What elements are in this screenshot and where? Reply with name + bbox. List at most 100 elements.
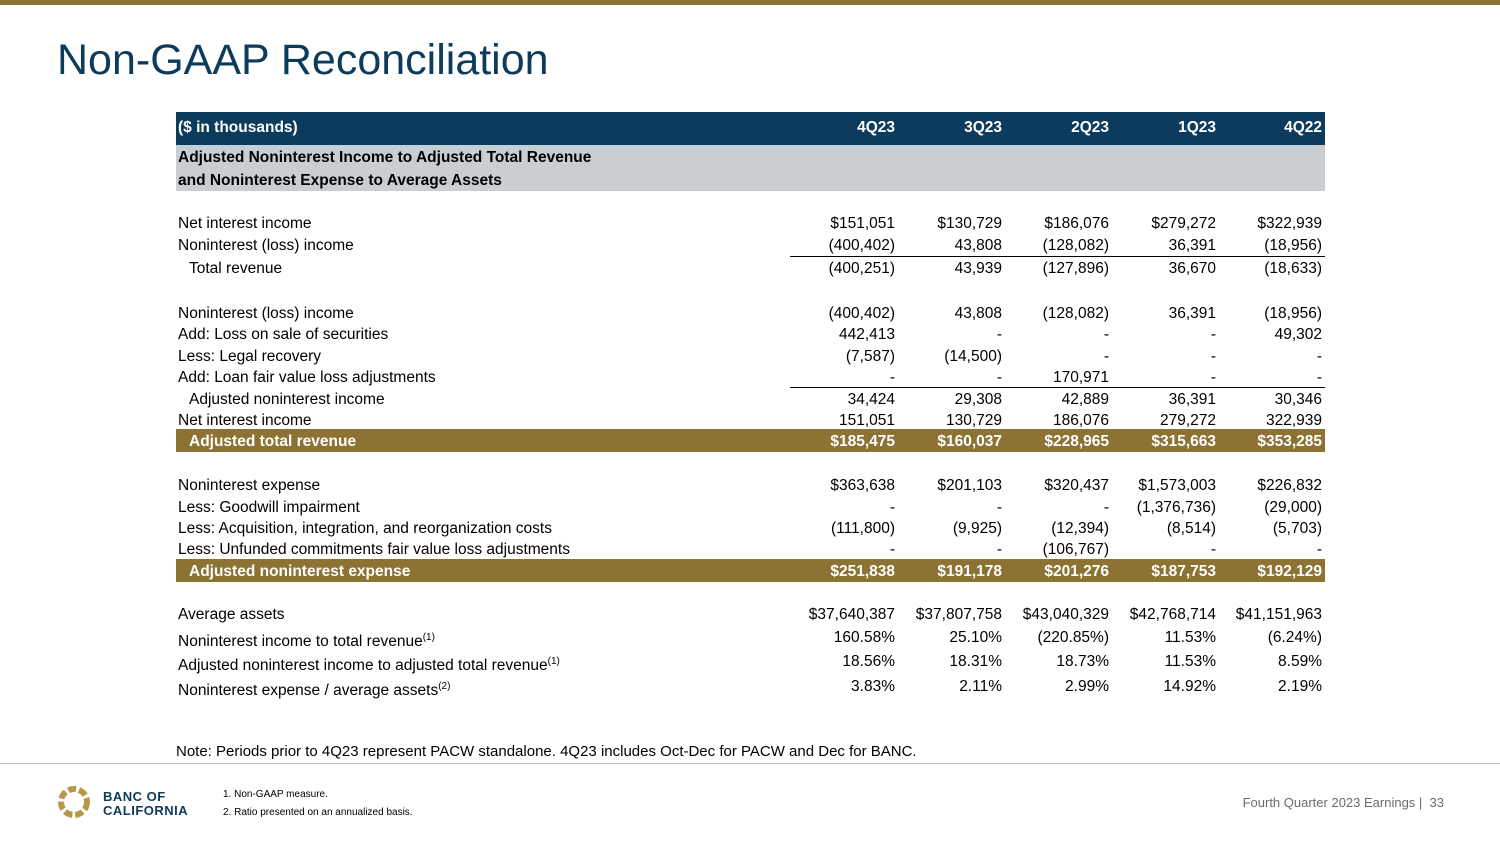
cell-value: 2.99%	[1065, 678, 1109, 695]
cell-value: $37,807,758	[915, 606, 1002, 623]
cell-value: $130,729	[937, 215, 1002, 232]
footer-rule	[0, 763, 1500, 764]
cell-value: (7,587)	[845, 348, 895, 365]
page-number: 33	[1429, 795, 1444, 810]
cell-value: (1,376,736)	[1136, 499, 1216, 516]
footnote: 1. Non-GAAP measure.	[223, 789, 328, 800]
cell-value: 43,939	[954, 260, 1002, 277]
subtotal-rule	[790, 387, 1325, 388]
row-label: Noninterest expense / average assets(2)	[178, 677, 450, 701]
row-label-text: Adjusted noninterest income to adjusted …	[178, 657, 548, 675]
header-band	[176, 112, 1325, 145]
cell-value: $315,663	[1151, 433, 1216, 450]
cell-value: $192,129	[1257, 563, 1322, 580]
cell-value: -	[1210, 369, 1216, 386]
row-label-text: Less: Legal recovery	[178, 348, 322, 365]
row-label-text: Add: Loss on sale of securities	[178, 326, 389, 343]
row-label-text: Noninterest (loss) income	[178, 305, 354, 322]
header-cell: 4Q23	[857, 119, 895, 136]
cell-value: 30,346	[1274, 391, 1322, 408]
row-label: Net interest income	[178, 411, 312, 431]
cell-value: $251,838	[830, 563, 895, 580]
cell-value: 49,302	[1274, 326, 1322, 343]
cell-value: 186,076	[1052, 412, 1109, 429]
section-title: Adjusted Noninterest Income to Adjusted …	[178, 149, 592, 166]
row-label-text: Adjusted noninterest expense	[189, 563, 411, 580]
cell-value: $279,272	[1151, 215, 1216, 232]
cell-value: 2.11%	[959, 678, 1002, 695]
row-label: Noninterest (loss) income	[178, 304, 354, 324]
cell-value: 34,424	[847, 391, 895, 408]
logo-text: CALIFORNIA	[103, 803, 189, 818]
header-cell: 4Q22	[1284, 119, 1322, 136]
cell-value: -	[889, 541, 895, 558]
cell-value: 322,939	[1265, 412, 1322, 429]
cell-value: $201,103	[937, 477, 1002, 494]
row-label-text: Net interest income	[178, 412, 312, 429]
cell-value: (5,703)	[1272, 520, 1322, 537]
cell-value: (18,956)	[1264, 237, 1322, 254]
row-label: Adjusted total revenue	[189, 432, 356, 452]
row-label-text: Noninterest expense	[178, 477, 321, 494]
cell-value: -	[1103, 348, 1109, 365]
row-label: Adjusted noninterest income to adjusted …	[178, 652, 560, 676]
cell-value: $228,965	[1044, 433, 1109, 450]
title: Non-GAAP Reconciliation	[57, 36, 549, 84]
cell-value: -	[1210, 326, 1216, 343]
cell-value: 2.19%	[1278, 678, 1322, 695]
cell-value: (29,000)	[1264, 499, 1322, 516]
note: Note: Periods prior to 4Q23 represent PA…	[176, 743, 917, 760]
row-label: Add: Loan fair value loss adjustments	[178, 368, 436, 388]
cell-value: -	[1316, 348, 1322, 365]
cell-value: -	[1103, 499, 1109, 516]
highlight-band	[176, 559, 1325, 582]
cell-value: (111,800)	[830, 520, 895, 537]
cell-value: 36,391	[1168, 391, 1216, 408]
header-cell: 2Q23	[1071, 119, 1109, 136]
cell-value: $1,573,003	[1138, 477, 1216, 494]
cell-value: (18,956)	[1264, 305, 1322, 322]
row-label: Less: Acquisition, integration, and reor…	[178, 519, 552, 539]
cell-value: 151,051	[838, 412, 895, 429]
row-label: Total revenue	[189, 259, 282, 279]
cell-value: (220.85%)	[1037, 629, 1109, 646]
cell-value: $226,832	[1257, 477, 1322, 494]
cell-value: 160.58%	[833, 629, 895, 646]
cell-value: (6.24%)	[1267, 629, 1322, 646]
cell-value: (9,925)	[952, 520, 1002, 537]
row-label: Net interest income	[178, 214, 312, 234]
cell-value: -	[996, 541, 1002, 558]
logo-text: BANC OF	[103, 789, 166, 804]
row-label: Less: Unfunded commitments fair value lo…	[178, 540, 570, 560]
cell-value: 18.73%	[1056, 653, 1109, 670]
top-bar	[0, 0, 1500, 5]
cell-value: 25.10%	[949, 629, 1002, 646]
cell-value: $187,753	[1151, 563, 1216, 580]
cell-value: -	[889, 499, 895, 516]
row-label: Adjusted noninterest expense	[189, 562, 410, 582]
row-label-text: Total revenue	[189, 260, 283, 277]
cell-value: (8,514)	[1166, 520, 1216, 537]
cell-value: 130,729	[945, 412, 1002, 429]
cell-value: $322,939	[1257, 215, 1322, 232]
cell-value: 3.83%	[851, 678, 895, 695]
cell-value: $42,768,714	[1129, 606, 1216, 623]
cell-value: (127,896)	[1042, 260, 1109, 277]
cell-value: -	[1316, 541, 1322, 558]
row-label-text: Noninterest expense / average assets	[178, 682, 439, 700]
cell-value: -	[996, 326, 1002, 343]
cell-value: (18,633)	[1264, 260, 1322, 277]
cell-value: (400,402)	[828, 305, 895, 322]
cell-value: $160,037	[937, 433, 1002, 450]
footnote-ref: (2)	[438, 681, 451, 692]
footer: Fourth Quarter 2023 Earnings | 33	[1243, 795, 1444, 810]
cell-value: (400,251)	[828, 260, 895, 277]
footnote: 2. Ratio presented on an annualized basi…	[223, 807, 413, 818]
row-label-text: Average assets	[178, 606, 285, 623]
cell-value: $186,076	[1044, 215, 1109, 232]
cell-value: 29,308	[954, 391, 1002, 408]
row-label-text: Less: Unfunded commitments fair value lo…	[178, 541, 570, 558]
row-label: Adjusted noninterest income	[189, 390, 385, 410]
subtotal-rule	[790, 256, 1325, 257]
